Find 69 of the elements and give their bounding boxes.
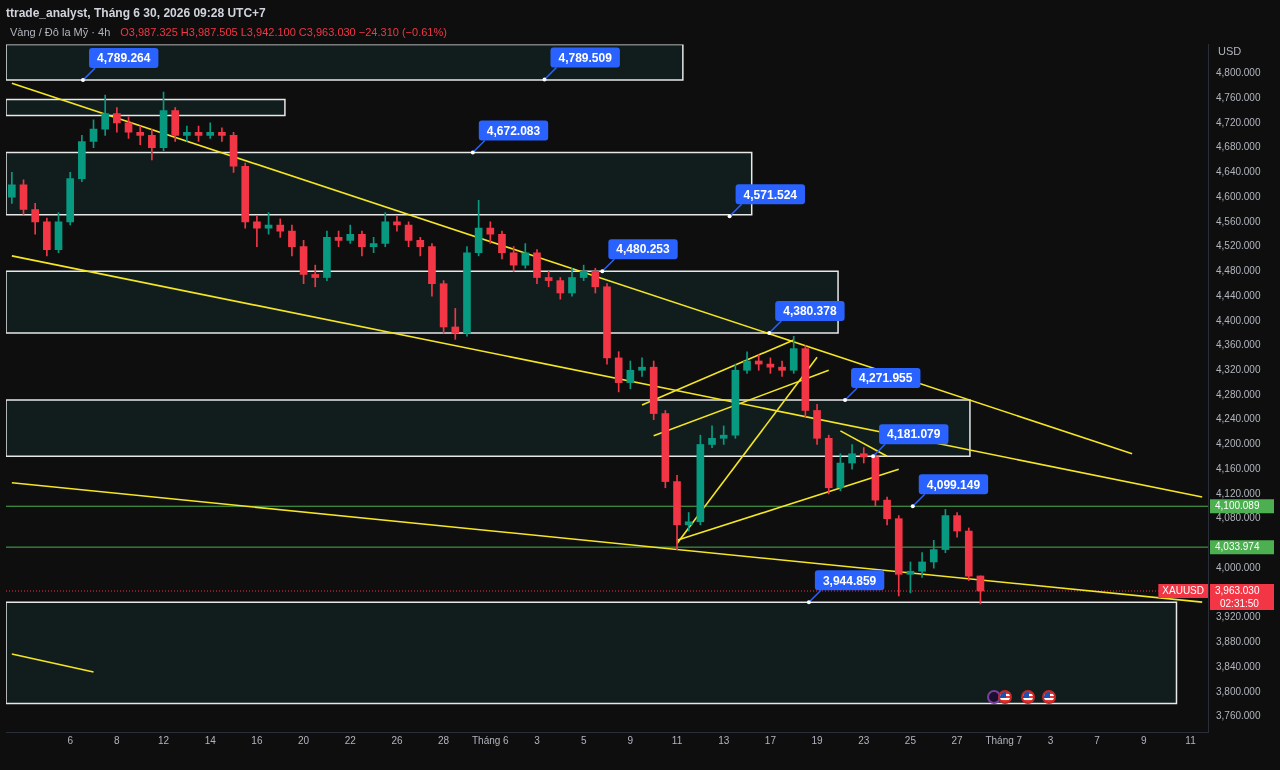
y-tick-label: 4,560.000 bbox=[1216, 215, 1261, 227]
x-tick-label: 9 bbox=[1141, 734, 1148, 746]
x-tick-label: 14 bbox=[204, 734, 217, 746]
x-tick-label: 25 bbox=[904, 734, 917, 746]
y-tick-label: 4,080.000 bbox=[1216, 512, 1261, 524]
y-tick-label: 4,240.000 bbox=[1216, 413, 1261, 425]
annotation: 4,571.524 bbox=[743, 187, 798, 202]
y-tick-label: 4,160.000 bbox=[1216, 462, 1261, 474]
y-tick-label: 4,440.000 bbox=[1216, 289, 1261, 301]
x-tick-label: 3 bbox=[1047, 734, 1054, 746]
x-tick-label: Tháng 6 bbox=[471, 734, 510, 746]
y-axis-title: USD bbox=[1218, 45, 1242, 58]
x-tick-label: 7 bbox=[1094, 734, 1101, 746]
x-tick-label: 5 bbox=[580, 734, 587, 746]
text: 02:31:50 bbox=[1220, 598, 1260, 610]
x-tick-label: 17 bbox=[764, 734, 777, 746]
y-tick-label: 4,120.000 bbox=[1216, 487, 1261, 499]
x-tick-label: 26 bbox=[391, 734, 403, 746]
annotation: 4,789.509 bbox=[558, 50, 613, 65]
annotation: XAUUSD bbox=[1162, 585, 1205, 597]
x-tick-label: 12 bbox=[157, 734, 170, 746]
text: O3,987.325 H3,987.505 L3,942.100 C3,963.030 −24.310 (−0.61%) bbox=[120, 26, 447, 39]
y-tick-label: 4,480.000 bbox=[1216, 265, 1261, 277]
y-tick-label: 3,880.000 bbox=[1216, 636, 1261, 648]
x-tick-label: 27 bbox=[951, 734, 964, 746]
x-tick-label: 20 bbox=[298, 734, 310, 746]
x-tick-label: 11 bbox=[1185, 734, 1197, 746]
annotation: 4,789.264 bbox=[97, 51, 151, 66]
annotation: 4,380.378 bbox=[783, 304, 837, 319]
y-tick-label: 4,640.000 bbox=[1216, 166, 1261, 178]
y-tick-label: 4,520.000 bbox=[1216, 240, 1261, 252]
y-tick-label: 4,680.000 bbox=[1216, 141, 1261, 153]
x-tick-label: 13 bbox=[718, 734, 730, 746]
y-tick-label: 4,400.000 bbox=[1216, 314, 1261, 326]
y-tick-label: 4,600.000 bbox=[1216, 190, 1261, 202]
ref-line-label: 4,100.089 bbox=[1215, 500, 1260, 512]
x-tick-label: 22 bbox=[344, 734, 357, 746]
y-tick-label: 4,200.000 bbox=[1216, 438, 1261, 450]
chart-title: ttrade_analyst, Tháng 6 30, 2026 09:28 UTC+7 bbox=[6, 5, 267, 20]
x-tick-label: 11 bbox=[671, 734, 683, 746]
y-tick-label: 4,000.000 bbox=[1216, 561, 1261, 573]
annotation: 4,672.083 bbox=[486, 123, 541, 138]
y-tick-label: 4,320.000 bbox=[1216, 364, 1261, 376]
annotation: 4,271.955 bbox=[859, 371, 913, 386]
annotation: 3,944.859 bbox=[822, 573, 877, 588]
y-tick-label: 4,360.000 bbox=[1216, 339, 1261, 351]
ref-line-label: 3,963.030 bbox=[1215, 585, 1260, 597]
x-tick-label: 28 bbox=[438, 734, 450, 746]
y-tick-label: 4,800.000 bbox=[1216, 67, 1261, 79]
y-tick-label: 3,800.000 bbox=[1216, 685, 1261, 697]
x-tick-label: 3 bbox=[534, 734, 541, 746]
y-tick-label: 3,760.000 bbox=[1216, 710, 1261, 722]
ref-line-label: 4,033.974 bbox=[1215, 541, 1260, 553]
y-tick-label: 4,720.000 bbox=[1216, 116, 1261, 128]
annotation: 4,480.253 bbox=[616, 242, 671, 257]
y-tick-label: 3,920.000 bbox=[1216, 611, 1261, 623]
annotation: 4,181.079 bbox=[887, 427, 941, 442]
y-tick-label: 4,760.000 bbox=[1216, 91, 1261, 103]
chart-subtitle: Vàng / Đô la Mỹ · 4h bbox=[10, 26, 111, 39]
x-tick-label: 16 bbox=[251, 734, 263, 746]
x-tick-label: Tháng 7 bbox=[985, 734, 1023, 746]
x-tick-label: 23 bbox=[858, 734, 870, 746]
x-tick-label: 8 bbox=[114, 734, 121, 746]
y-tick-label: 4,280.000 bbox=[1216, 388, 1261, 400]
x-tick-label: 6 bbox=[67, 734, 74, 746]
x-tick-label: 9 bbox=[627, 734, 634, 746]
y-tick-label: 3,840.000 bbox=[1216, 660, 1261, 672]
x-tick-label: 19 bbox=[811, 734, 824, 746]
annotation: 4,099.149 bbox=[926, 477, 981, 492]
